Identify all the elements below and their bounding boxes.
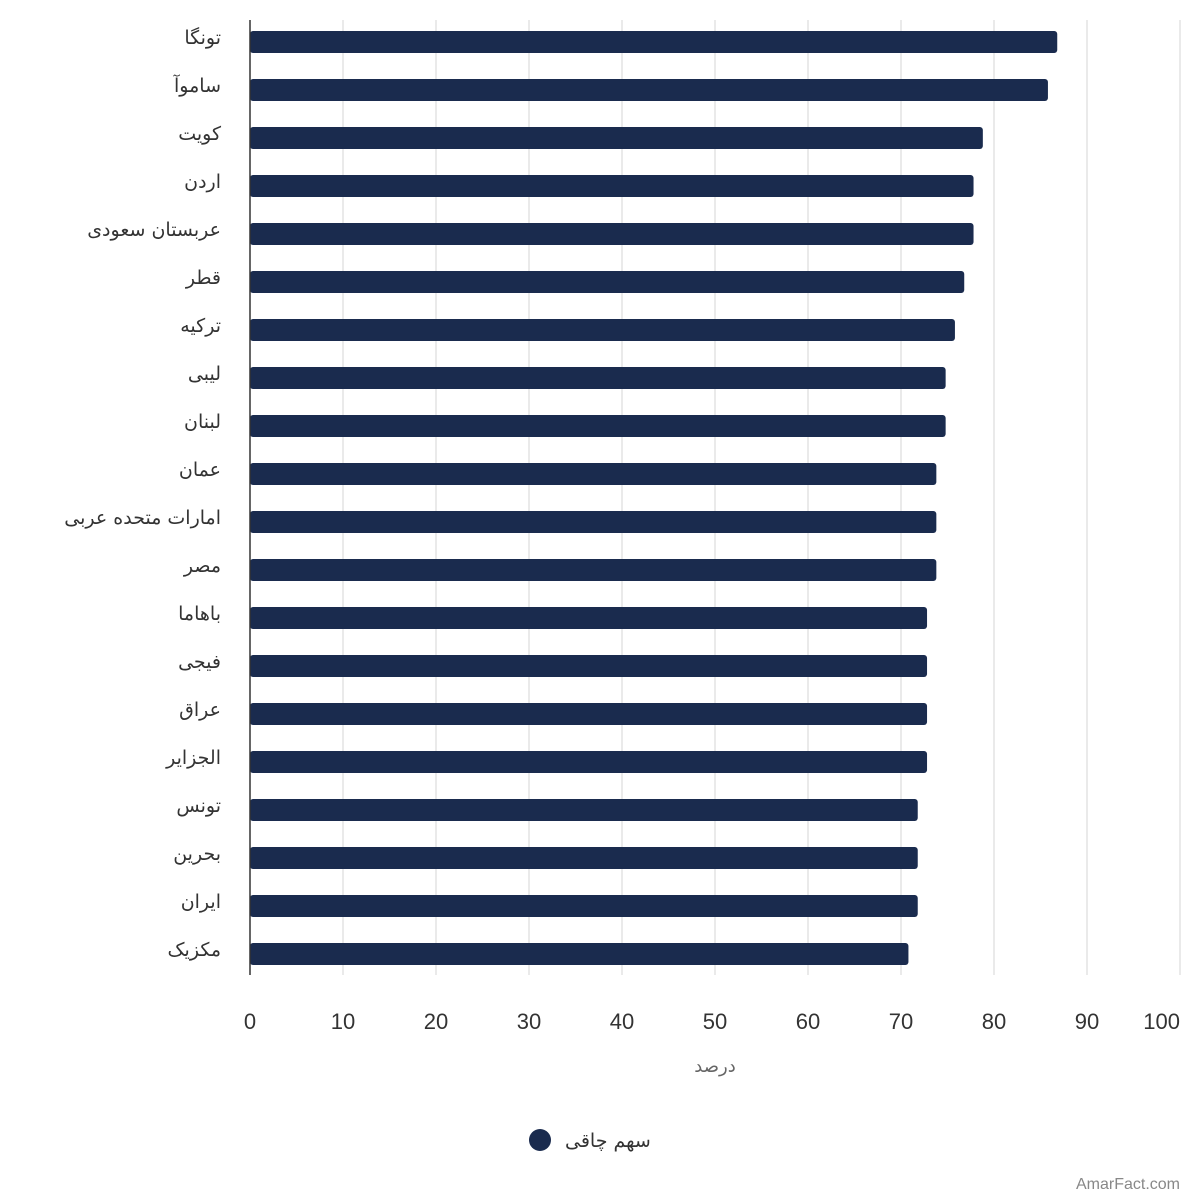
bar[interactable] xyxy=(250,463,937,485)
x-tick-label: 0 xyxy=(244,1009,256,1034)
category-label: عراق xyxy=(179,699,221,721)
category-label: فیجی xyxy=(178,651,221,673)
category-label: ایران xyxy=(181,891,221,913)
bar[interactable] xyxy=(250,223,974,245)
x-tick-labels: 0 10 20 30 40 50 60 70 80 90 100 xyxy=(244,1009,1180,1034)
category-label: لبنان xyxy=(184,411,221,433)
category-label: کویت xyxy=(178,123,222,145)
bar[interactable] xyxy=(250,895,918,917)
bar[interactable] xyxy=(250,943,909,965)
bar[interactable] xyxy=(250,175,974,197)
category-label: تونگا xyxy=(184,26,221,49)
legend-label: سهم چاقی xyxy=(565,1130,651,1152)
bar[interactable] xyxy=(250,847,918,869)
category-label: لیبی xyxy=(188,363,221,385)
bar[interactable] xyxy=(250,751,928,773)
category-label: امارات متحده عربی xyxy=(64,507,221,529)
x-tick-label: 70 xyxy=(889,1009,913,1034)
bar[interactable] xyxy=(250,703,928,725)
category-label: عربستان سعودی xyxy=(87,219,221,241)
legend-marker xyxy=(529,1129,551,1151)
gridlines xyxy=(342,20,1181,975)
x-tick-label: 30 xyxy=(517,1009,541,1034)
category-label: باهاما xyxy=(178,603,221,625)
bar[interactable] xyxy=(250,31,1058,53)
bar[interactable] xyxy=(250,607,928,629)
bar[interactable] xyxy=(250,319,955,341)
category-label: اردن xyxy=(184,171,221,193)
x-tick-label: 90 xyxy=(1075,1009,1099,1034)
x-axis-title: درصد xyxy=(694,1056,735,1077)
category-label: تونس xyxy=(176,795,221,817)
x-tick-label: 80 xyxy=(982,1009,1006,1034)
category-label: ترکیه xyxy=(180,315,221,337)
category-label: عمان xyxy=(179,459,221,481)
bar[interactable] xyxy=(250,367,946,389)
category-label: الجزایر xyxy=(165,747,221,769)
bars xyxy=(250,31,1058,965)
x-tick-label: 50 xyxy=(703,1009,727,1034)
bar[interactable] xyxy=(250,127,983,149)
watermark: AmarFact.com xyxy=(1076,1176,1180,1193)
legend[interactable]: سهم چاقی xyxy=(529,1129,651,1152)
x-tick-label: 60 xyxy=(796,1009,820,1034)
x-tick-label: 20 xyxy=(424,1009,448,1034)
bar[interactable] xyxy=(250,511,937,533)
category-label: ساموآ xyxy=(173,73,221,97)
category-label: مصر xyxy=(183,555,221,577)
bar[interactable] xyxy=(250,79,1048,101)
x-tick-label: 100 xyxy=(1143,1009,1180,1034)
category-label: بحرین xyxy=(173,843,221,865)
bar[interactable] xyxy=(250,799,918,821)
category-label: قطر xyxy=(185,267,221,289)
bar[interactable] xyxy=(250,415,946,437)
category-labels: تونگا ساموآ کویت اردن عربستان سعودی قطر ترکیه ل… xyxy=(64,26,222,961)
bar[interactable] xyxy=(250,655,928,677)
x-tick-label: 40 xyxy=(610,1009,634,1034)
bar[interactable] xyxy=(250,271,965,293)
category-label: مکزیک xyxy=(168,939,221,961)
x-tick-label: 10 xyxy=(331,1009,355,1034)
bar[interactable] xyxy=(250,559,937,581)
